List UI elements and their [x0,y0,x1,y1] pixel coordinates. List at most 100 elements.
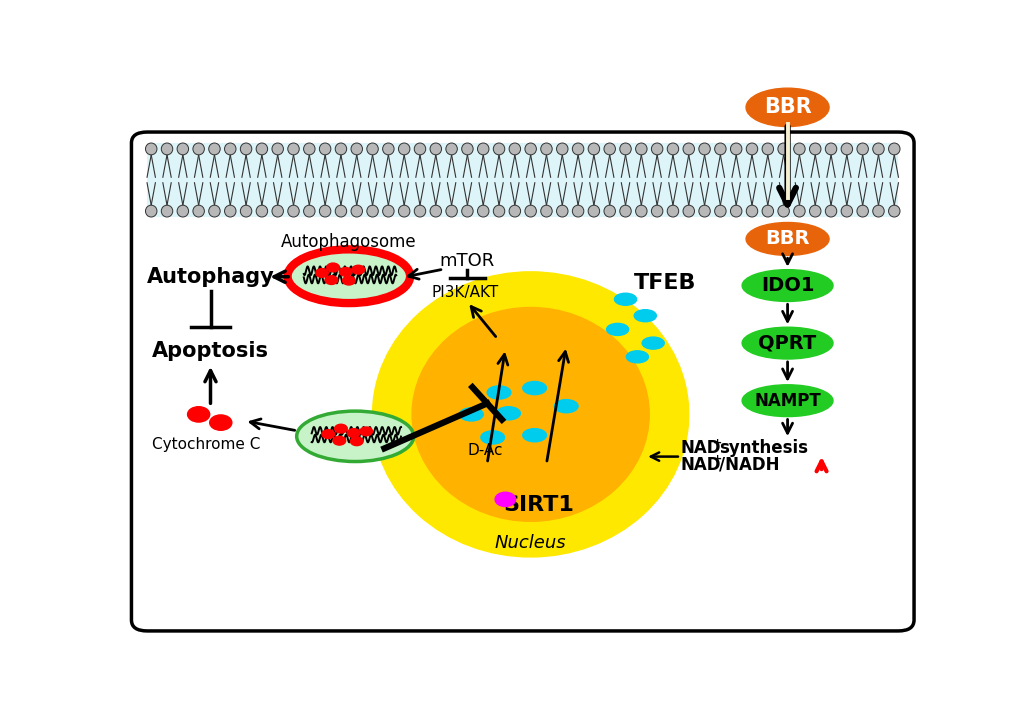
Ellipse shape [224,143,235,155]
Ellipse shape [556,205,568,217]
Ellipse shape [372,272,688,557]
Ellipse shape [620,143,631,155]
Circle shape [346,429,360,437]
Ellipse shape [493,143,504,155]
Ellipse shape [477,143,488,155]
Ellipse shape [319,205,330,217]
Text: QPRT: QPRT [758,334,816,352]
Ellipse shape [382,143,393,155]
Ellipse shape [287,205,299,217]
Ellipse shape [367,205,378,217]
Text: PI3K/AKT: PI3K/AKT [431,286,498,300]
Circle shape [322,430,334,439]
Text: +: + [711,438,721,448]
Ellipse shape [445,205,457,217]
Text: Autophagosome: Autophagosome [281,233,416,251]
Circle shape [342,276,355,285]
Circle shape [360,427,372,436]
Ellipse shape [761,143,772,155]
Ellipse shape [209,143,220,155]
Ellipse shape [177,143,189,155]
Ellipse shape [240,143,252,155]
Ellipse shape [841,143,852,155]
Ellipse shape [606,323,628,335]
Ellipse shape [793,205,804,217]
Ellipse shape [493,205,504,217]
Text: BBR: BBR [764,229,809,248]
Circle shape [325,276,337,285]
Ellipse shape [540,143,551,155]
Ellipse shape [634,310,655,322]
Ellipse shape [462,205,473,217]
Ellipse shape [414,143,425,155]
Ellipse shape [414,205,425,217]
Ellipse shape [651,205,662,217]
Ellipse shape [603,205,614,217]
Ellipse shape [730,143,741,155]
Ellipse shape [462,143,473,155]
Ellipse shape [642,337,663,349]
Ellipse shape [412,308,649,521]
Ellipse shape [224,205,235,217]
Text: mTOR: mTOR [439,252,494,270]
Ellipse shape [683,143,694,155]
Circle shape [339,268,352,276]
Circle shape [326,263,339,272]
Ellipse shape [554,399,578,413]
Ellipse shape [777,143,789,155]
Ellipse shape [588,143,599,155]
Ellipse shape [745,88,828,127]
Ellipse shape [698,205,709,217]
Text: NAD: NAD [681,439,720,457]
Text: NAMPT: NAMPT [753,392,820,409]
Ellipse shape [824,205,836,217]
Ellipse shape [841,205,852,217]
Circle shape [351,437,363,446]
Ellipse shape [856,205,867,217]
Circle shape [334,424,346,433]
Text: NAD: NAD [681,456,720,473]
Ellipse shape [525,143,536,155]
Ellipse shape [430,205,441,217]
Ellipse shape [496,407,520,420]
Ellipse shape [777,205,789,217]
Ellipse shape [572,143,583,155]
Circle shape [333,436,345,445]
Ellipse shape [523,382,546,394]
Ellipse shape [445,143,457,155]
Text: TFEB: TFEB [633,273,696,293]
Ellipse shape [613,293,636,305]
Ellipse shape [335,205,346,217]
Ellipse shape [620,205,631,217]
Text: synthesis: synthesis [718,439,807,457]
Ellipse shape [888,143,899,155]
Text: D-Ac: D-Ac [467,443,502,458]
Text: Apoptosis: Apoptosis [152,341,269,361]
Ellipse shape [714,143,726,155]
Text: SIRT1: SIRT1 [502,495,574,515]
Ellipse shape [430,143,441,155]
Ellipse shape [635,143,646,155]
Ellipse shape [508,205,520,217]
Text: +: + [711,454,721,464]
Ellipse shape [459,408,483,421]
Text: IDO1: IDO1 [760,276,813,295]
Ellipse shape [256,205,267,217]
Ellipse shape [666,143,678,155]
Ellipse shape [746,205,757,217]
Ellipse shape [487,386,511,399]
Ellipse shape [603,143,614,155]
Ellipse shape [177,205,189,217]
Ellipse shape [382,205,393,217]
Ellipse shape [335,143,346,155]
Ellipse shape [793,143,804,155]
Ellipse shape [297,411,414,461]
Ellipse shape [626,351,648,363]
Ellipse shape [856,143,867,155]
Ellipse shape [635,205,646,217]
Ellipse shape [809,143,820,155]
Ellipse shape [824,143,836,155]
Ellipse shape [146,143,157,155]
Ellipse shape [161,143,172,155]
Ellipse shape [367,143,378,155]
